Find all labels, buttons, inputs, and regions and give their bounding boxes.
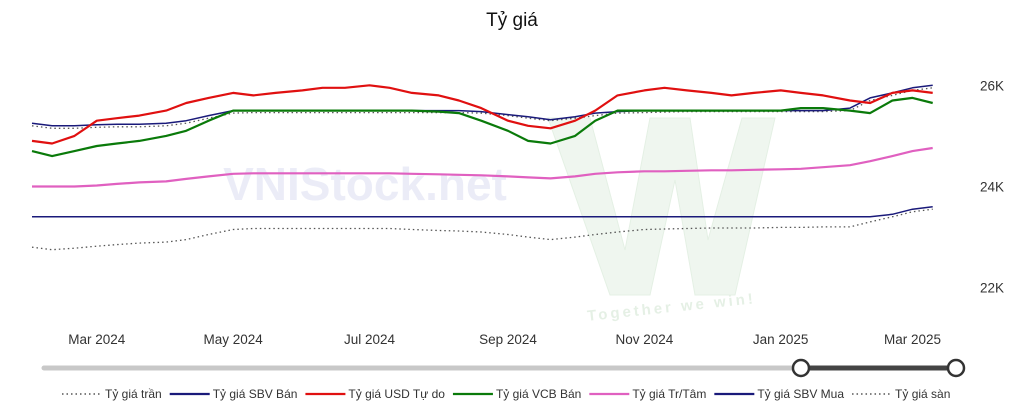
series-layer (31, 84, 933, 251)
legend-label: Tỷ giá sàn (895, 387, 950, 401)
x-tick-label: Jul 2024 (344, 332, 396, 347)
x-axis: Mar 2024 May 2024 Jul 2024 Sep 2024 Nov 2024… (68, 332, 941, 347)
x-tick-label: May 2024 (203, 332, 263, 347)
legend: Tỷ giá trần Tỷ giá SBV Bán Tỷ giá USD Tự d… (62, 387, 950, 401)
series-ty-gia-vcb-ban (31, 96, 933, 158)
y-axis: 22K 24K 26K (980, 78, 1004, 295)
legend-item-ty-gia-san[interactable]: Tỷ giá sàn (852, 387, 950, 401)
legend-label: Tỷ giá VCB Bán (496, 387, 581, 401)
series-ty-gia-tran (31, 87, 933, 129)
legend-label: Tỷ giá trần (105, 387, 162, 401)
legend-item-ty-gia-tran[interactable]: Tỷ giá trần (62, 387, 162, 401)
x-tick-label: Mar 2025 (884, 332, 941, 347)
series-ty-gia-usd-tu-do (31, 84, 933, 145)
watermark-logo (547, 117, 776, 296)
slider-start-handle[interactable] (791, 358, 811, 378)
chart-title: Tỷ giá (486, 10, 538, 31)
range-slider[interactable] (41, 358, 966, 378)
x-tick-label: Mar 2024 (68, 332, 126, 347)
x-tick-label: Sep 2024 (479, 332, 537, 347)
watermark: VNIStock.net Together we win! (223, 117, 776, 325)
legend-label: Tỷ giá SBV Bán (213, 387, 298, 401)
legend-label: Tỷ giá SBV Mua (757, 387, 844, 401)
x-tick-label: Nov 2024 (615, 332, 673, 347)
y-tick-label: 22K (980, 281, 1004, 296)
series-ty-gia-san (31, 208, 933, 251)
legend-item-ty-gia-usd-tu-do[interactable]: Tỷ giá USD Tự do (305, 387, 445, 401)
series-ty-gia-sbv-mua (32, 205, 933, 218)
legend-item-ty-gia-sbv-ban[interactable]: Tỷ giá SBV Bán (169, 387, 298, 401)
legend-item-ty-gia-sbv-mua[interactable]: Tỷ giá SBV Mua (714, 387, 844, 401)
watermark-text: VNIStock.net (223, 158, 507, 210)
series-ty-gia-tr-tam (32, 146, 933, 188)
slider-end-handle[interactable] (946, 358, 966, 378)
series-ty-gia-sbv-ban (31, 84, 933, 127)
y-tick-label: 26K (980, 78, 1004, 93)
legend-label: Tỷ giá USD Tự do (348, 387, 445, 401)
legend-item-ty-gia-vcb-ban[interactable]: Tỷ giá VCB Bán (452, 387, 581, 401)
legend-label: Tỷ giá Tr/Tâm (632, 387, 706, 401)
legend-item-ty-gia-tr-tam[interactable]: Tỷ giá Tr/Tâm (589, 387, 706, 401)
y-tick-label: 24K (980, 179, 1004, 194)
x-tick-label: Jan 2025 (753, 332, 809, 347)
